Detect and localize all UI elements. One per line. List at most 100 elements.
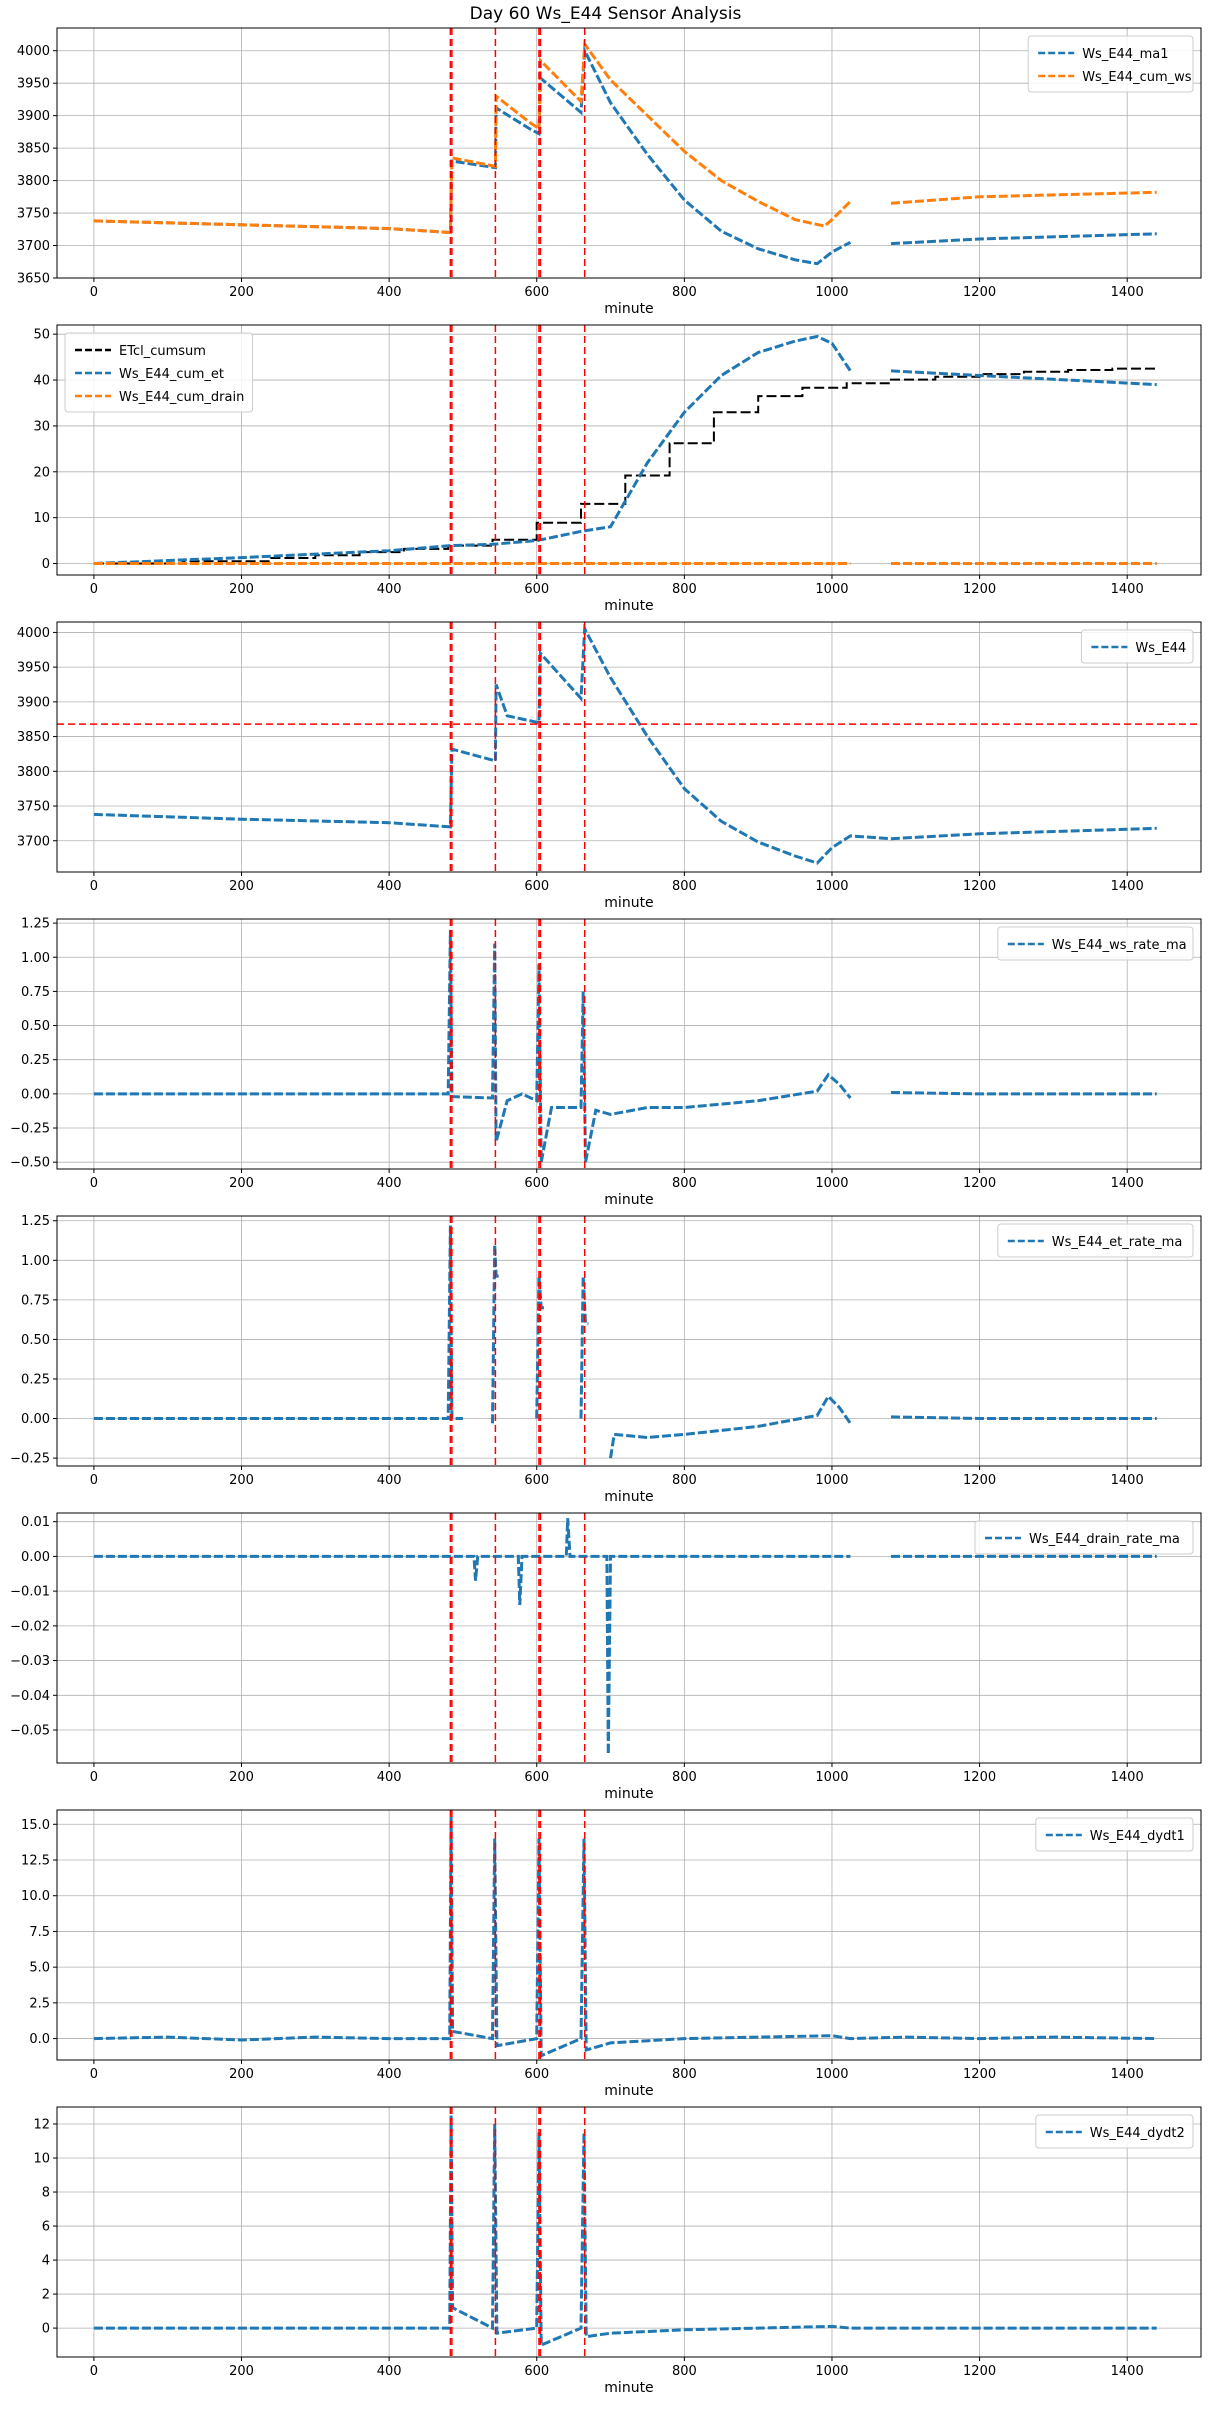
x-tick-label: 0 [90,1473,98,1488]
x-tick-label: 600 [524,879,549,894]
x-axis-label: minute [604,598,653,614]
legend: Ws_E44_ws_rate_ma [997,926,1194,961]
y-tick-label: −0.03 [10,1654,50,1669]
x-tick-label: 800 [672,285,697,300]
x-tick-label: 1200 [963,285,996,300]
chart-panel-2: 0 200 400 600 800 1000 1200 1400 0 10 20 30 40 50 minu… [33,324,1202,614]
x-tick-label: 400 [377,1473,402,1488]
y-tick-label: −0.04 [10,1689,50,1704]
legend-box [1035,2114,1194,2149]
x-tick-label: 1400 [1111,285,1144,300]
y-tick-label: 0.01 [21,1515,50,1530]
y-tick-label: 1.00 [21,951,50,966]
legend: Ws_E44_ma1 Ws_E44_cum_ws [1027,35,1194,93]
plot-frame [56,1215,1202,1467]
x-tick-label: 0 [90,879,98,894]
series-line [93,1817,1157,2058]
y-tick-label: 30 [33,419,50,434]
x-tick-label: 200 [229,1770,254,1785]
x-axis-label: minute [604,2083,653,2099]
legend-box [1080,629,1194,664]
x-tick-label: 1400 [1111,1176,1144,1191]
x-tick-label: 1000 [815,1176,848,1191]
series-line [93,334,1157,565]
x-tick-label: 0 [90,285,98,300]
y-tick-label: 0.25 [21,1053,50,1068]
x-tick-label: 200 [229,2067,254,2082]
chart-panel-3: 0 200 400 600 800 1000 1200 1400 3700 3750 3800 385… [17,621,1202,911]
x-tick-label: 200 [229,879,254,894]
x-axis-label: minute [604,1786,653,1802]
x-tick-label: 600 [524,2067,549,2082]
legend: Ws_E44 [1080,629,1194,664]
y-tick-label: 10 [33,511,50,526]
y-tick-label: 12.5 [21,1854,50,1869]
legend-box [974,1520,1194,1555]
legend: Ws_E44_dydt1 [1035,1817,1194,1852]
x-tick-label: 800 [672,879,697,894]
y-tick-label: 3750 [17,800,50,815]
x-tick-label: 1000 [815,2067,848,2082]
legend: ETcl_cumsum Ws_E44_cum_et Ws_E44_cum_drain [64,332,254,413]
plot-frame [56,2106,1202,2358]
x-tick-label: 1200 [963,2067,996,2082]
x-tick-label: 200 [229,1176,254,1191]
series-line [93,39,1157,235]
x-tick-label: 400 [377,2067,402,2082]
x-axis-label: minute [604,895,653,911]
y-tick-label: 3900 [17,695,50,710]
x-tick-label: 0 [90,2067,98,2082]
legend-box [64,332,254,413]
x-tick-label: 600 [524,1473,549,1488]
x-tick-label: 600 [524,1176,549,1191]
y-tick-label: 2 [42,2288,50,2303]
series-line [93,623,1157,865]
y-tick-label: 15.0 [21,1818,50,1833]
x-tick-label: 1200 [963,1176,996,1191]
x-tick-label: 0 [90,1770,98,1785]
x-tick-label: 1200 [963,1473,996,1488]
y-tick-label: 0 [42,557,50,572]
x-tick-label: 600 [524,285,549,300]
x-tick-label: 0 [90,2364,98,2379]
y-tick-label: −0.05 [10,1724,50,1739]
x-tick-label: 1000 [815,582,848,597]
legend-label: Ws_E44_drain_rate_ma [1029,1532,1180,1547]
x-tick-label: 200 [229,285,254,300]
y-tick-label: 4 [42,2254,50,2269]
y-tick-label: 0.00 [21,1550,50,1565]
x-tick-label: 800 [672,2067,697,2082]
y-tick-label: 3700 [17,834,50,849]
legend-label: Ws_E44_cum_drain [119,390,244,405]
legend-label: Ws_E44_dydt1 [1090,1829,1185,1844]
y-tick-label: 0.50 [21,1019,50,1034]
legend-label: Ws_E44_dydt2 [1090,2126,1185,2141]
legend-label: Ws_E44 [1135,641,1186,656]
y-tick-label: 12 [33,2118,50,2133]
x-tick-label: 600 [524,2364,549,2379]
x-tick-label: 400 [377,582,402,597]
y-tick-label: 2.5 [29,1996,50,2011]
x-tick-label: 1400 [1111,1473,1144,1488]
x-tick-label: 0 [90,1176,98,1191]
x-tick-label: 1400 [1111,582,1144,597]
x-tick-label: 1200 [963,879,996,894]
y-tick-label: 3700 [17,239,50,254]
chart-panel-1: 0 200 400 600 800 1000 1200 1400 3650 3700 3750 380… [17,27,1202,317]
chart-panel-7: 0 200 400 600 800 1000 1200 1400 0.0 2.5 5.0 7.5 10.… [21,1809,1202,2099]
x-tick-label: 200 [229,1473,254,1488]
x-tick-label: 1200 [963,1770,996,1785]
legend-label: ETcl_cumsum [119,344,206,359]
legend: Ws_E44_dydt2 [1035,2114,1194,2149]
y-tick-label: 0.75 [21,1293,50,1308]
x-tick-label: 200 [229,2364,254,2379]
y-tick-label: −0.25 [10,1452,50,1467]
y-tick-label: 0.0 [29,2032,50,2047]
y-tick-label: 0.50 [21,1333,50,1348]
series-line [93,44,1157,266]
x-tick-label: 1000 [815,2364,848,2379]
x-axis-label: minute [604,1489,653,1505]
y-tick-label: 10.0 [21,1889,50,1904]
y-tick-label: 6 [42,2220,50,2235]
